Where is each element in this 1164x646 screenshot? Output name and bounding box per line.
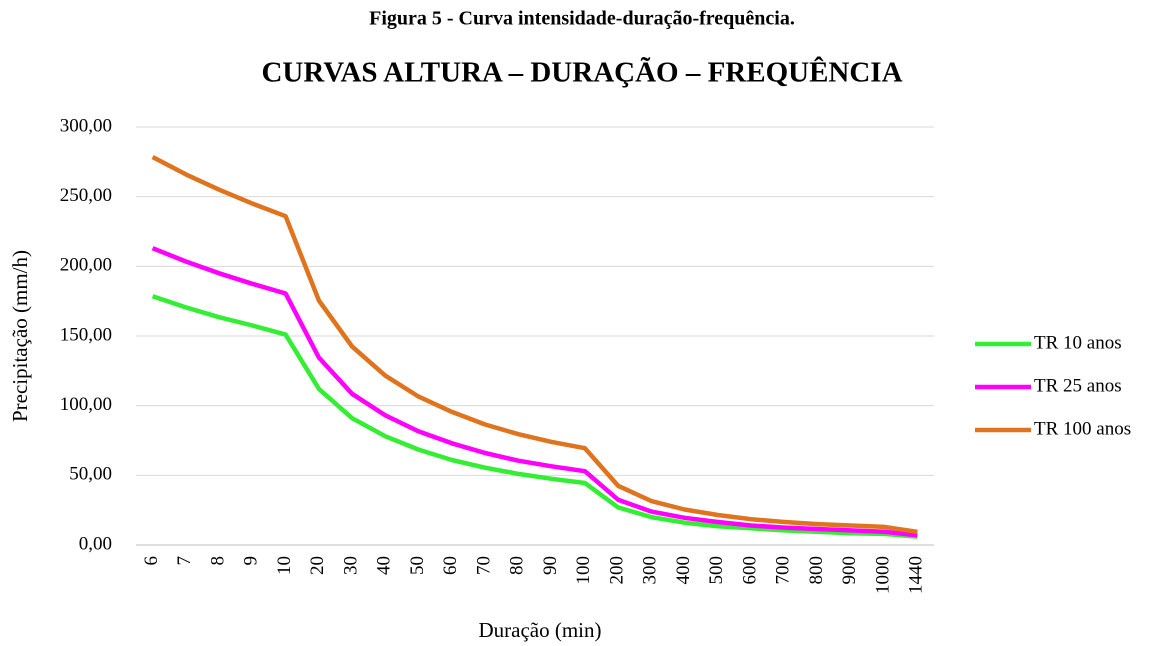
x-tick-label: 700 xyxy=(773,556,794,585)
y-tick-label: 150,00 xyxy=(60,324,112,345)
x-tick-label: 400 xyxy=(673,556,694,585)
x-axis-title: Duração (min) xyxy=(478,618,601,642)
y-tick-label: 300,00 xyxy=(60,115,112,136)
x-tick-label: 70 xyxy=(473,556,494,575)
x-tick-label: 1000 xyxy=(872,556,893,594)
x-tick-label: 90 xyxy=(540,556,561,575)
x-tick-label: 50 xyxy=(407,556,428,575)
y-tick-label: 0,00 xyxy=(79,533,112,554)
x-tick-label: 60 xyxy=(440,556,461,575)
data-line xyxy=(151,155,918,535)
x-tick-label: 10 xyxy=(274,556,295,575)
x-tick-label: 800 xyxy=(806,556,827,585)
x-tick-label: 6 xyxy=(141,556,162,566)
x-tick-label: 600 xyxy=(739,556,760,585)
figure-caption: Figura 5 - Curva intensidade-duração-fre… xyxy=(369,8,795,30)
x-tick-label: 40 xyxy=(374,556,395,575)
y-tick-label: 50,00 xyxy=(69,464,112,485)
x-tick-label: 7 xyxy=(174,556,195,566)
chart-title: CURVAS ALTURA – DURAÇÃO – FREQUÊNCIA xyxy=(261,56,902,89)
x-tick-label: 1440 xyxy=(906,556,927,594)
y-tick-label: 100,00 xyxy=(60,394,112,415)
y-tick-label: 250,00 xyxy=(60,185,112,206)
data-line xyxy=(151,294,918,539)
x-tick-label: 100 xyxy=(573,556,594,585)
x-tick-label: 30 xyxy=(340,556,361,575)
x-tick-label: 9 xyxy=(241,556,262,566)
legend-label: TR 25 anos xyxy=(1034,375,1122,396)
legend-label: TR 10 anos xyxy=(1034,332,1122,353)
x-tick-label: 300 xyxy=(640,556,661,585)
x-tick-label: 20 xyxy=(307,556,328,575)
x-tick-label: 200 xyxy=(606,556,627,585)
x-tick-label: 80 xyxy=(507,556,528,575)
x-tick-label: 900 xyxy=(839,556,860,585)
data-line xyxy=(151,246,918,538)
x-tick-label: 500 xyxy=(706,556,727,585)
y-axis-title: Precipitação (mm/h) xyxy=(8,250,32,422)
y-tick-label: 200,00 xyxy=(60,255,112,276)
x-tick-label: 8 xyxy=(207,556,228,566)
legend-label: TR 100 anos xyxy=(1034,418,1131,439)
